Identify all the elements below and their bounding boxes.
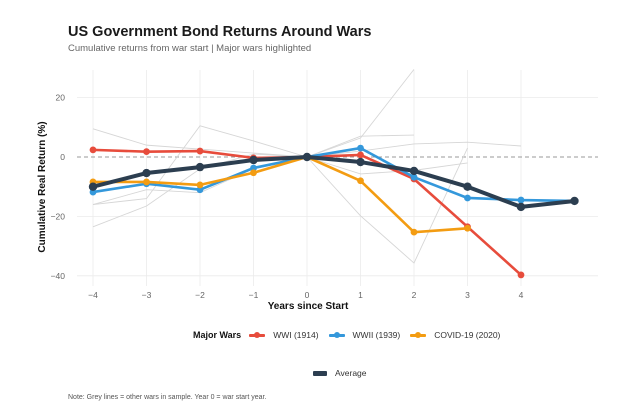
- chart-note: Note: Grey lines = other wars in sample.…: [68, 394, 267, 401]
- data-point-wwi-1914: [196, 147, 204, 155]
- x-tick-label: 2: [412, 290, 417, 300]
- data-point-average: [195, 162, 205, 172]
- data-point-wwii-1939: [517, 196, 525, 204]
- legend-key-average: [313, 370, 327, 376]
- data-point-wwi-1914: [143, 148, 150, 156]
- y-axis-title: Cumulative Real Return (%): [37, 121, 48, 252]
- series-line-average: [91, 155, 577, 209]
- background-line-other-war-7: [306, 141, 522, 158]
- legend-label-wwii: WWII (1939): [352, 330, 401, 340]
- legend-key-wwi: [249, 332, 266, 338]
- gridlines: [77, 70, 598, 286]
- data-point-average: [516, 202, 526, 212]
- data-point-covid-19-2020: [196, 181, 204, 189]
- data-point-average: [142, 168, 151, 178]
- data-point-wwii-1939: [250, 164, 257, 172]
- x-tick-label: 3: [465, 290, 470, 300]
- data-point-average: [356, 157, 365, 167]
- legend-item-average: Average: [313, 368, 367, 378]
- legend-title: Major Wars: [193, 330, 242, 340]
- y-tick-label: −20: [51, 211, 66, 221]
- x-tick-label: 1: [358, 290, 363, 300]
- chart-title: US Government Bond Returns Around Wars: [68, 24, 372, 40]
- data-point-covid-19-2020: [464, 224, 471, 232]
- data-point-wwii-1939: [357, 144, 364, 152]
- x-tick-label: −3: [142, 290, 152, 300]
- data-point-covid-19-2020: [357, 177, 364, 185]
- y-tick-label: 0: [60, 152, 65, 162]
- data-point-wwii-1939: [464, 194, 471, 202]
- y-tick-label: 20: [56, 93, 66, 103]
- legend-item-wwi: WWI (1914): [249, 330, 319, 340]
- x-axis-title: Years since Start: [268, 301, 349, 312]
- background-line-other-war-8: [306, 147, 468, 264]
- data-point-covid-19-2020: [250, 169, 257, 177]
- data-point-wwi-1914: [89, 146, 97, 154]
- y-axis-ticks: 20 0 −20 −40: [51, 93, 66, 281]
- data-point-wwi-1914: [357, 151, 364, 159]
- background-line-other-war-3: [92, 125, 308, 205]
- x-tick-label: −1: [249, 290, 259, 300]
- y-tick-label: −40: [51, 271, 66, 281]
- data-point-average: [409, 166, 419, 176]
- data-point-average: [249, 155, 258, 165]
- data-point-wwii-1939: [410, 173, 418, 181]
- x-tick-label: 0: [305, 290, 310, 300]
- legend-average: Average: [313, 368, 377, 378]
- background-line-other-war-9: [306, 156, 468, 175]
- data-point-average: [302, 152, 312, 162]
- legend-item-wwii: WWII (1939): [328, 330, 401, 340]
- legend-major-wars: Major Wars WWI (1914) WWII (1939) COVID-…: [193, 330, 510, 340]
- series-line-covid-19-2020: [91, 155, 469, 234]
- data-point-wwi-1914: [517, 271, 525, 279]
- legend-key-covid: [410, 332, 427, 338]
- legend-label-average: Average: [335, 368, 367, 378]
- background-line-other-war-1: [92, 128, 308, 158]
- x-tick-label: 4: [519, 290, 524, 300]
- data-point-wwii-1939: [196, 186, 204, 194]
- legend-label-covid: COVID-19 (2020): [434, 330, 501, 340]
- chart-subtitle: Cumulative returns from war start | Majo…: [68, 43, 312, 54]
- data-point-covid-19-2020: [143, 178, 150, 186]
- data-point-covid-19-2020: [410, 228, 418, 236]
- legend-key-wwii: [328, 332, 345, 338]
- data-point-average: [463, 182, 472, 191]
- legend-label-wwi: WWI (1914): [273, 330, 319, 340]
- background-line-other-war-6: [306, 134, 415, 158]
- series-line-wwii-1939: [91, 146, 576, 203]
- x-tick-label: −4: [88, 290, 98, 300]
- data-point-average: [88, 182, 98, 191]
- background-line-other-war-5: [306, 69, 415, 158]
- data-point-average: [570, 196, 579, 206]
- x-axis-ticks: −4 −3 −2 −1 0 1 2 3 4: [88, 290, 523, 300]
- legend-item-covid: COVID-19 (2020): [410, 330, 500, 340]
- x-tick-label: −2: [195, 290, 205, 300]
- highlighted-war-lines: [88, 144, 579, 279]
